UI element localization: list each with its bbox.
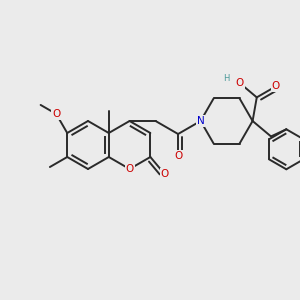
Text: N: N bbox=[197, 116, 205, 126]
Text: O: O bbox=[160, 169, 169, 179]
Text: O: O bbox=[52, 109, 60, 119]
Text: O: O bbox=[236, 78, 244, 88]
Text: O: O bbox=[174, 151, 182, 161]
Text: O: O bbox=[272, 81, 280, 92]
Text: N: N bbox=[197, 116, 205, 126]
Text: H: H bbox=[224, 74, 230, 83]
Text: O: O bbox=[125, 164, 134, 174]
